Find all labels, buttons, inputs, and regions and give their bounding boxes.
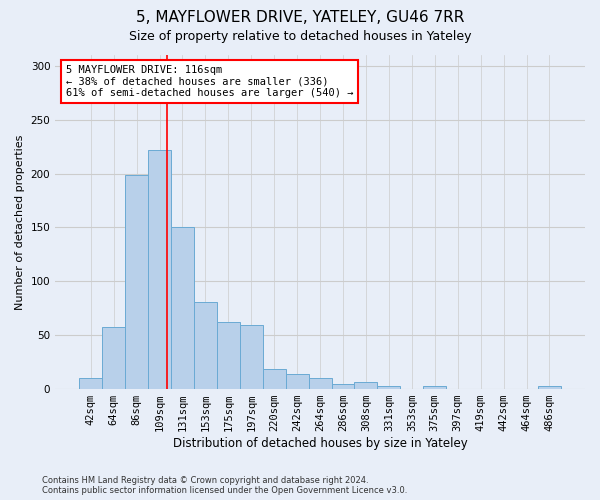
Bar <box>125 174 148 389</box>
Bar <box>308 378 332 389</box>
Text: 5, MAYFLOWER DRIVE, YATELEY, GU46 7RR: 5, MAYFLOWER DRIVE, YATELEY, GU46 7RR <box>136 10 464 25</box>
Bar <box>332 384 355 389</box>
Bar <box>217 322 240 389</box>
Bar <box>194 302 217 389</box>
Bar <box>355 382 377 389</box>
Bar <box>102 326 125 389</box>
Bar <box>171 228 194 389</box>
Text: Size of property relative to detached houses in Yateley: Size of property relative to detached ho… <box>129 30 471 43</box>
Bar <box>148 150 171 389</box>
Bar <box>423 386 446 389</box>
X-axis label: Distribution of detached houses by size in Yateley: Distribution of detached houses by size … <box>173 437 467 450</box>
Bar <box>377 386 400 389</box>
Y-axis label: Number of detached properties: Number of detached properties <box>15 134 25 310</box>
Bar <box>79 378 102 389</box>
Bar <box>263 368 286 389</box>
Bar <box>286 374 308 389</box>
Bar <box>538 386 561 389</box>
Text: 5 MAYFLOWER DRIVE: 116sqm
← 38% of detached houses are smaller (336)
61% of semi: 5 MAYFLOWER DRIVE: 116sqm ← 38% of detac… <box>66 65 353 98</box>
Text: Contains HM Land Registry data © Crown copyright and database right 2024.
Contai: Contains HM Land Registry data © Crown c… <box>42 476 407 495</box>
Bar <box>240 326 263 389</box>
